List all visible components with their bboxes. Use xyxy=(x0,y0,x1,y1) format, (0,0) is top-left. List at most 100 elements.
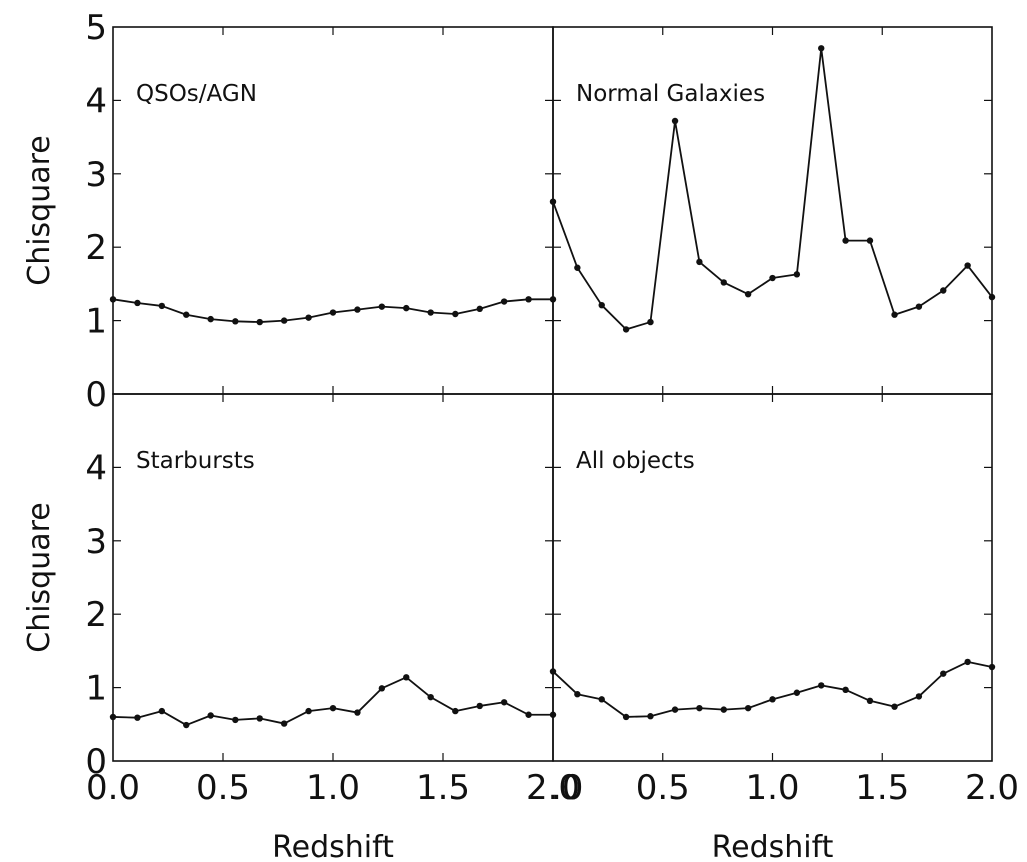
x-tick-label: 1.5 xyxy=(416,768,470,808)
panel-label: QSOs/AGN xyxy=(136,81,257,107)
data-point xyxy=(427,693,434,701)
data-point xyxy=(574,264,581,271)
data-point xyxy=(769,274,776,282)
x-tick-label: 0.5 xyxy=(196,768,250,808)
data-point xyxy=(452,707,459,715)
data-point xyxy=(915,303,923,310)
panel-top-left: 0 1 2 3 4 5 Chisquare QSOs/AGN xyxy=(22,8,557,415)
data-point xyxy=(891,703,898,710)
panel-top-right: Normal Galaxies xyxy=(549,26,996,395)
y-tick-label: 2 xyxy=(85,595,107,635)
panel-label: Normal Galaxies xyxy=(576,81,765,107)
y-tick-label: 3 xyxy=(85,155,107,195)
data-point xyxy=(818,682,825,689)
x-tick-label: 1.5 xyxy=(855,768,909,808)
data-point xyxy=(964,262,971,269)
data-point xyxy=(549,668,557,675)
x-axis-title: Redshift xyxy=(272,830,394,862)
x-tick-label: 0.0 xyxy=(86,768,140,808)
data-point xyxy=(158,707,166,715)
data-point xyxy=(207,712,214,719)
data-point xyxy=(696,258,703,266)
data-point xyxy=(622,713,630,721)
data-point xyxy=(403,304,410,312)
y-tick-label: 4 xyxy=(85,448,107,488)
data-point xyxy=(818,45,825,52)
data-point xyxy=(500,298,508,305)
data-point xyxy=(842,686,849,694)
y-tick-label: 1 xyxy=(85,302,107,342)
x-tick-label: .0 xyxy=(551,768,583,808)
data-point xyxy=(940,287,947,294)
data-point xyxy=(696,704,703,712)
data-point xyxy=(256,715,263,722)
data-point xyxy=(769,696,776,703)
y-axis-title: Chisquare xyxy=(22,135,57,286)
data-point xyxy=(109,296,117,303)
data-point xyxy=(647,713,654,720)
y-tick-label: 1 xyxy=(85,669,107,709)
data-point xyxy=(793,689,801,696)
y-tick-label: 0 xyxy=(85,375,107,415)
data-point xyxy=(378,303,386,310)
data-point xyxy=(793,271,801,278)
y-tick-label: 0 xyxy=(85,742,107,782)
data-point xyxy=(183,311,190,318)
data-point xyxy=(988,663,996,671)
data-point xyxy=(525,296,532,303)
data-point xyxy=(232,318,239,325)
data-point xyxy=(329,309,337,316)
y-tick-label: 4 xyxy=(85,81,107,121)
data-point xyxy=(134,714,141,721)
data-point xyxy=(598,696,605,703)
panel-label: Starbursts xyxy=(136,448,255,474)
data-point xyxy=(109,713,117,721)
x-tick-label: 1.0 xyxy=(306,768,360,808)
data-point xyxy=(720,706,727,713)
data-point xyxy=(671,706,679,713)
x-tick-label: 2.0 xyxy=(526,768,580,808)
data-point xyxy=(476,702,483,710)
data-point xyxy=(305,707,312,715)
data-point xyxy=(354,306,361,313)
data-point xyxy=(305,314,312,321)
data-point xyxy=(598,301,605,309)
data-point xyxy=(647,318,654,326)
x-axis-title: Redshift xyxy=(712,830,834,862)
x-tick-label: 1.0 xyxy=(745,768,799,808)
data-point xyxy=(988,293,996,301)
data-point xyxy=(622,326,630,333)
data-point xyxy=(842,237,849,244)
data-point xyxy=(574,691,581,698)
data-point xyxy=(476,305,483,313)
data-point xyxy=(280,317,288,324)
x-tick-label: 0.5 xyxy=(636,768,690,808)
panel-label: All objects xyxy=(576,448,695,474)
data-point xyxy=(452,310,459,318)
y-axis-title: Chisquare xyxy=(22,502,57,653)
data-point xyxy=(378,685,386,692)
y-tick-label: 3 xyxy=(85,522,107,562)
data-point xyxy=(280,720,288,727)
data-point xyxy=(671,117,679,125)
x-tick-label: 2.0 xyxy=(965,768,1019,808)
data-point xyxy=(207,315,214,323)
data-point xyxy=(744,290,752,298)
data-point xyxy=(403,674,410,681)
panels: 0 1 2 3 4 5 Chisquare QSOs/AGN Normal Galaxies 0 1… xyxy=(22,8,1019,862)
data-point xyxy=(549,198,557,205)
data-point xyxy=(256,318,263,326)
data-point xyxy=(183,721,190,729)
data-point xyxy=(329,704,337,712)
data-point xyxy=(891,311,898,318)
y-tick-label: 5 xyxy=(85,8,107,48)
data-point xyxy=(866,697,874,705)
y-tick-label: 2 xyxy=(85,228,107,268)
panel-bottom-left: 0 1 2 3 4 0.0 0.5 1.0 1.5 2.0 Chisquare Redshift Sta… xyxy=(22,393,580,862)
data-point xyxy=(744,704,752,712)
data-point xyxy=(158,302,166,310)
data-point xyxy=(866,237,874,244)
data-point xyxy=(232,716,239,724)
data-point xyxy=(525,711,532,718)
